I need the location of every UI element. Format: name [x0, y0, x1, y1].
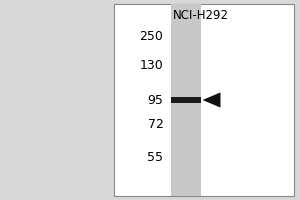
Bar	[114, 4, 294, 196]
Bar	[171, 4, 201, 196]
Text: 250: 250	[140, 30, 164, 43]
Text: 95: 95	[148, 94, 164, 106]
Text: 55: 55	[148, 151, 164, 164]
Text: 130: 130	[140, 59, 164, 72]
Text: NCI-H292: NCI-H292	[173, 9, 229, 22]
Text: 72: 72	[148, 118, 164, 131]
Bar	[171, 97, 201, 103]
Polygon shape	[202, 92, 220, 108]
